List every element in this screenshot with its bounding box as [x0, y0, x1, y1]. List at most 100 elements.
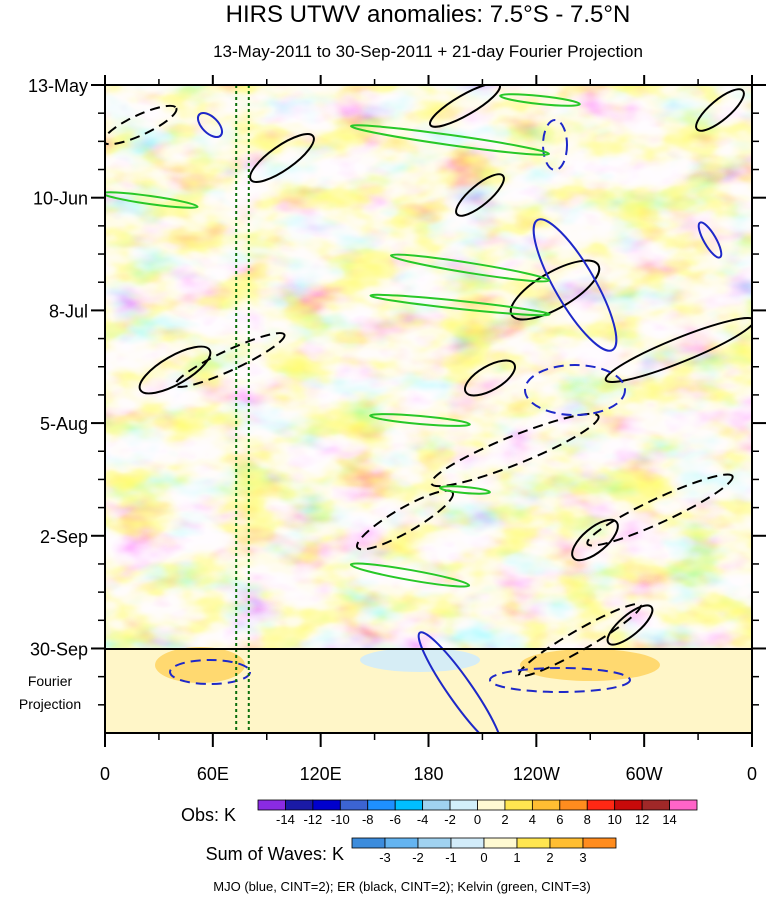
mjo-contour-negative: [169, 659, 251, 685]
colorbar-level-label: 6: [556, 812, 563, 827]
y-tick-label: 2-Sep: [40, 527, 88, 547]
colorbar-level-label: 1: [513, 850, 520, 865]
colorbar-level-label: -6: [389, 812, 401, 827]
colorbar-swatch: [450, 837, 485, 849]
kelvin-contour: [389, 253, 551, 283]
colorbar-level-label: -14: [276, 812, 295, 827]
colorbar-swatch: [384, 837, 419, 849]
colorbar-swatch: [285, 799, 314, 811]
colorbar-level-label: 4: [529, 812, 536, 827]
colorbar-swatch: [257, 799, 286, 811]
x-tick-label: 180: [413, 764, 443, 784]
colorbar-swatch: [394, 799, 424, 811]
projection-label-line2: Projection: [19, 696, 81, 712]
kelvin-contour: [349, 124, 551, 156]
colorbar-level-label: -2: [444, 812, 456, 827]
colorbar-swatch: [504, 799, 533, 811]
mjo-contour: [417, 631, 503, 733]
y-axis: 13-May 10-Jun 8-Jul 5-Aug 2-Sep 30-Sep: [28, 76, 766, 706]
x-tick-label: 0: [747, 764, 757, 784]
colorbar-level-label: 14: [662, 812, 676, 827]
contours-legend: MJO (blue, CINT=2); ER (black, CINT=2); …: [213, 879, 590, 894]
er-contour-negative: [586, 473, 734, 547]
er-contour: [249, 133, 315, 183]
er-contour: [571, 518, 619, 562]
colorbar-level-label: 8: [584, 812, 591, 827]
colorbar-level-label: -12: [303, 812, 322, 827]
mjo-contour-negative: [524, 364, 626, 416]
colorbar-swatch: [559, 799, 588, 811]
colorbar-level-label: -1: [445, 850, 457, 865]
chart-subtitle: 13-May-2011 to 30-Sep-2011 + 21-day Four…: [213, 42, 643, 61]
y-tick-label: 13-May: [28, 76, 88, 96]
plot-area: [105, 85, 752, 733]
x-tick-label: 60W: [626, 764, 663, 784]
x-tick-label: 0: [100, 764, 110, 784]
x-tick-label: 60E: [197, 764, 229, 784]
waves-colorbar: -3 -2 -1 0 1 2 3: [351, 837, 617, 865]
waves-colorbar-label: Sum of Waves: K: [206, 844, 344, 864]
er-contour: [464, 359, 516, 397]
colorbar-swatch: [312, 799, 341, 811]
reference-lines: [235, 85, 250, 733]
obs-colorbar-label: Obs: K: [181, 805, 236, 825]
colorbar-level-label: 2: [501, 812, 508, 827]
colorbar-level-label: 0: [480, 850, 487, 865]
colorbar-swatch: [549, 837, 584, 849]
colorbar-level-label: -10: [331, 812, 350, 827]
colorbar-level-label: 2: [546, 850, 553, 865]
colorbar-swatch: [422, 799, 451, 811]
colorbar-swatch: [531, 799, 561, 811]
er-contour-negative: [174, 332, 286, 388]
colorbar-swatch: [477, 799, 506, 811]
colorbar-swatch: [351, 837, 386, 849]
colorbar-swatch: [614, 799, 643, 811]
colorbar-level-label: -8: [362, 812, 374, 827]
kelvin-contour: [499, 93, 581, 107]
er-contour: [429, 85, 501, 128]
colorbar-swatch: [669, 799, 698, 811]
colorbar-swatch: [367, 799, 396, 811]
colorbar-swatch: [449, 799, 478, 811]
x-axis: 0 60E 120E 180 120W 60W 0: [100, 75, 757, 784]
projection-warm-patch: [155, 647, 245, 683]
chart-title: HIRS UTWV anomalies: 7.5°S - 7.5°N: [226, 1, 631, 28]
colorbar-level-label: -2: [412, 850, 424, 865]
projection-label-line1: Fourier: [28, 673, 73, 689]
colorbar-swatch: [582, 837, 617, 849]
x-tick-label: 120W: [513, 764, 560, 784]
colorbar-swatch: [586, 799, 616, 811]
projection-cool-patch: [360, 648, 480, 672]
y-tick-label: 8-Jul: [49, 301, 88, 321]
er-contour: [606, 604, 654, 646]
kelvin-contour: [349, 562, 471, 588]
er-contour: [695, 88, 745, 132]
projection-warm-patch: [520, 649, 660, 681]
obs-anomaly-field: [105, 85, 752, 649]
colorbar-level-label: -3: [379, 850, 391, 865]
x-tick-label: 120E: [300, 764, 342, 784]
y-tick-label: 5-Aug: [40, 414, 88, 434]
colorbar-level-label: 10: [607, 812, 621, 827]
mjo-contour: [697, 221, 723, 259]
mjo-contour: [196, 111, 224, 139]
wave-contours: [105, 85, 752, 733]
colorbar-swatch: [516, 837, 551, 849]
kelvin-contour: [439, 485, 491, 495]
colorbar-level-label: 12: [635, 812, 649, 827]
colorbar-level-label: -4: [417, 812, 429, 827]
y-tick-label: 30-Sep: [30, 639, 88, 659]
colorbar-level-label: 0: [474, 812, 481, 827]
obs-colorbar: -14 -12 -10 -8 -6 -4 -2 0 2 4 6 8 10 12 14: [257, 799, 698, 827]
kelvin-contour: [369, 413, 471, 427]
colorbar-swatch: [417, 837, 452, 849]
colorbar-swatch: [339, 799, 369, 811]
colorbar-swatch: [483, 837, 518, 849]
er-contour: [138, 345, 212, 395]
kelvin-contour: [105, 191, 199, 209]
mjo-contour-negative: [542, 119, 568, 171]
y-tick-label: 10-Jun: [33, 189, 88, 209]
er-contour-negative: [430, 412, 600, 488]
mjo-contour: [532, 218, 618, 352]
